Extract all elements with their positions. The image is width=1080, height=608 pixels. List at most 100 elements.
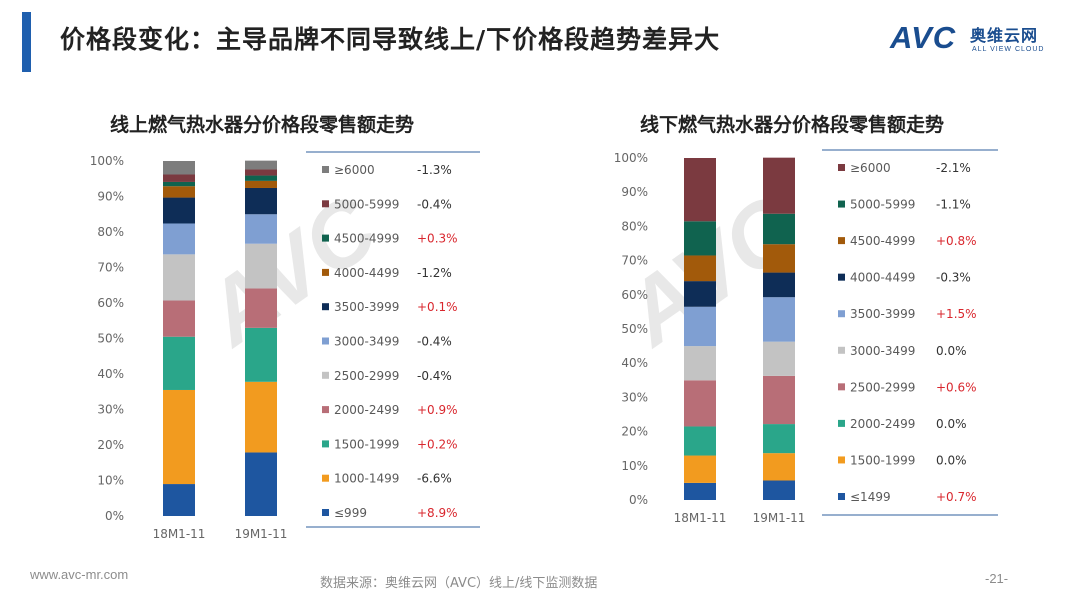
online-legend-delta: -0.4% bbox=[417, 369, 452, 383]
online-bar-segment bbox=[163, 336, 195, 390]
offline-legend-swatch bbox=[838, 200, 845, 208]
offline-legend-swatch bbox=[838, 383, 845, 391]
online-legend-delta: -0.4% bbox=[417, 335, 452, 349]
online-legend-swatch bbox=[322, 234, 329, 242]
online-legend-label: 1000-1499 bbox=[334, 472, 399, 486]
online-y-tick: 20% bbox=[97, 438, 124, 452]
online-legend-label: 2500-2999 bbox=[334, 369, 399, 383]
offline-legend-delta: +0.8% bbox=[936, 234, 977, 248]
offline-bar-segment bbox=[684, 281, 716, 307]
online-bar-segment bbox=[163, 186, 195, 198]
offline-legend-delta: +0.6% bbox=[936, 380, 977, 394]
offline-bar-segment bbox=[684, 380, 716, 427]
online-bar-segment bbox=[163, 181, 195, 187]
offline-legend-delta: -0.3% bbox=[936, 271, 971, 285]
offline-y-tick: 100% bbox=[614, 151, 648, 165]
online-legend-label: ≤999 bbox=[334, 506, 367, 520]
online-bar-segment bbox=[163, 484, 195, 516]
online-legend-swatch bbox=[322, 337, 329, 345]
online-bar-segment bbox=[163, 254, 195, 301]
online-y-tick: 100% bbox=[90, 154, 124, 168]
online-y-tick: 0% bbox=[105, 509, 124, 523]
offline-y-tick: 30% bbox=[621, 390, 648, 404]
title-accent-bar bbox=[22, 12, 31, 72]
offline-legend-label: 5000-5999 bbox=[850, 198, 915, 212]
online-legend-delta: -0.4% bbox=[417, 197, 452, 211]
offline-legend-label: ≤1499 bbox=[850, 490, 891, 504]
online-bar-segment bbox=[245, 381, 277, 453]
offline-bar-segment bbox=[684, 221, 716, 256]
offline-x-tick: 19M1-11 bbox=[753, 511, 806, 525]
offline-legend-delta: -1.1% bbox=[936, 198, 971, 212]
online-bar-segment bbox=[245, 243, 277, 289]
online-legend-label: 3000-3499 bbox=[334, 335, 399, 349]
offline-bar-segment bbox=[763, 244, 795, 273]
online-legend-label: ≥6000 bbox=[334, 163, 375, 177]
online-bar-segment bbox=[245, 288, 277, 328]
online-legend-swatch bbox=[322, 509, 329, 516]
online-bar-segment bbox=[245, 214, 277, 244]
offline-bar-segment bbox=[763, 297, 795, 342]
online-legend-label: 4500-4999 bbox=[334, 232, 399, 246]
offline-legend-delta: 0.0% bbox=[936, 453, 967, 467]
offline-legend-label: 3500-3999 bbox=[850, 307, 915, 321]
online-y-tick: 70% bbox=[97, 261, 124, 275]
offline-x-tick: 18M1-11 bbox=[674, 511, 727, 525]
offline-legend-label: 3000-3499 bbox=[850, 344, 915, 358]
online-legend-label: 1500-1999 bbox=[334, 437, 399, 451]
offline-legend-label: 4500-4999 bbox=[850, 234, 915, 248]
online-legend-delta: +0.1% bbox=[417, 300, 458, 314]
offline-bar-segment bbox=[763, 157, 795, 214]
offline-legend-label: 2000-2499 bbox=[850, 417, 915, 431]
online-legend-label: 2000-2499 bbox=[334, 403, 399, 417]
online-legend-delta: +0.3% bbox=[417, 232, 458, 246]
footer-url: www.avc-mr.com bbox=[30, 567, 129, 582]
online-bar-segment bbox=[163, 300, 195, 337]
offline-bar-segment bbox=[684, 255, 716, 282]
online-legend-swatch bbox=[322, 406, 329, 414]
online-y-tick: 90% bbox=[97, 190, 124, 204]
footer-source: 数据来源：奥维云网（AVC）线上/线下监测数据 bbox=[320, 576, 598, 591]
offline-chart-title: 线下燃气热水器分价格段零售额走势 bbox=[640, 114, 945, 136]
offline-y-tick: 70% bbox=[621, 254, 648, 268]
offline-bar-segment bbox=[684, 306, 716, 347]
online-legend-label: 3500-3999 bbox=[334, 300, 399, 314]
online-bar-segment bbox=[245, 169, 277, 176]
offline-y-tick: 10% bbox=[621, 459, 648, 473]
offline-bar-segment bbox=[684, 455, 716, 483]
online-legend-swatch bbox=[322, 166, 329, 173]
online-y-tick: 30% bbox=[97, 403, 124, 417]
offline-bar-segment bbox=[763, 453, 795, 481]
offline-legend-swatch bbox=[838, 273, 845, 281]
online-bar-segment bbox=[245, 180, 277, 188]
offline-y-tick: 60% bbox=[621, 288, 648, 302]
offline-y-tick: 90% bbox=[621, 185, 648, 199]
online-y-tick: 60% bbox=[97, 296, 124, 310]
offline-legend-swatch bbox=[838, 310, 845, 318]
online-bar-segment bbox=[163, 161, 195, 175]
online-bar-segment bbox=[245, 160, 277, 170]
offline-y-tick: 40% bbox=[621, 356, 648, 370]
online-x-tick: 18M1-11 bbox=[153, 527, 206, 541]
online-legend-swatch bbox=[322, 268, 329, 276]
offline-y-tick: 50% bbox=[621, 322, 648, 336]
online-legend-delta: -1.3% bbox=[417, 163, 452, 177]
online-legend-label: 5000-5999 bbox=[334, 197, 399, 211]
offline-legend-swatch bbox=[838, 346, 845, 354]
online-legend-swatch bbox=[322, 440, 329, 448]
online-legend-label: 4000-4499 bbox=[334, 266, 399, 280]
online-y-tick: 10% bbox=[97, 474, 124, 488]
online-bar-segment bbox=[163, 223, 195, 255]
online-y-tick: 40% bbox=[97, 367, 124, 381]
offline-y-tick: 80% bbox=[621, 219, 648, 233]
offline-y-tick: 20% bbox=[621, 425, 648, 439]
online-bar-segment bbox=[245, 327, 277, 382]
offline-bar-segment bbox=[763, 341, 795, 376]
offline-legend-delta: +1.5% bbox=[936, 307, 977, 321]
offline-bar-segment bbox=[763, 480, 795, 500]
offline-bar-segment bbox=[763, 272, 795, 298]
online-bar-segment bbox=[245, 187, 277, 215]
offline-bar-segment bbox=[763, 424, 795, 454]
offline-legend-delta: 0.0% bbox=[936, 417, 967, 431]
